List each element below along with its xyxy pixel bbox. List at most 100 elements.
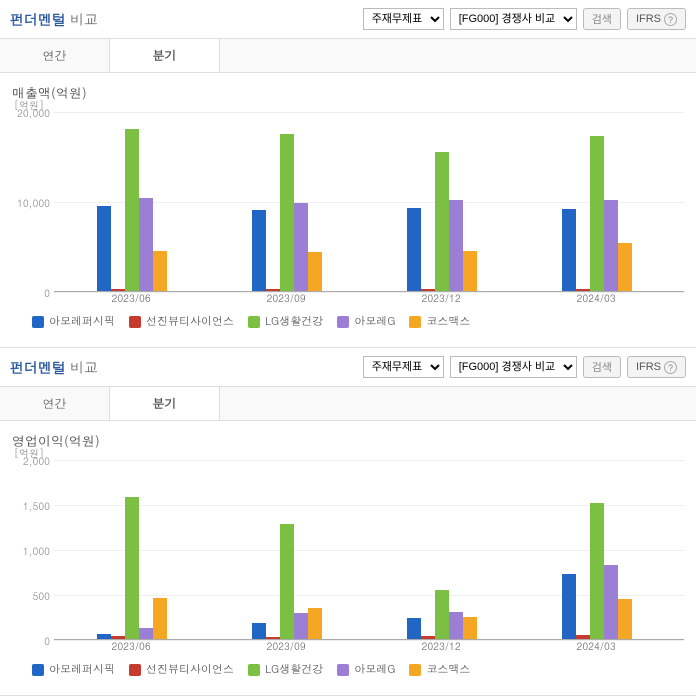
- legend-item: 아모레퍼시픽: [32, 662, 115, 677]
- panel-title: 펀더멘털 비교: [10, 9, 357, 29]
- search-button[interactable]: 검색: [583, 8, 621, 30]
- legend-item: 코스맥스: [409, 314, 470, 329]
- legend-item: 아모레G: [337, 662, 395, 677]
- bar: [618, 243, 632, 291]
- legend-label: 아모레G: [354, 662, 395, 677]
- y-tick-label: 1,000: [12, 544, 50, 558]
- bar-group: [407, 152, 477, 292]
- tab-quarterly[interactable]: 분기: [110, 39, 220, 72]
- title-main: 펀더멘털: [10, 9, 66, 29]
- statement-select[interactable]: 주재무제표: [363, 356, 444, 378]
- bar: [294, 613, 308, 639]
- chart-title: 영업이익(억원): [12, 431, 684, 450]
- bar: [308, 608, 322, 639]
- legend-item: 선진뷰티사이언스: [129, 314, 234, 329]
- bar: [562, 574, 576, 639]
- legend-label: 선진뷰티사이언스: [146, 662, 234, 677]
- bar: [139, 628, 153, 639]
- tab-annual[interactable]: 연간: [0, 39, 110, 72]
- fundamental-panel: 펀더멘털 비교 주재무제표 [FG000] 경쟁사 비교 검색 IFRS? 연간…: [0, 0, 696, 348]
- bar-chart: [억원]05001,0001,5002,0002023/062023/09202…: [54, 460, 684, 640]
- legend: 아모레퍼시픽 선진뷰티사이언스 LG생활건강 아모레G 코스맥스: [32, 314, 684, 329]
- legend-swatch: [409, 316, 421, 328]
- ifrs-button[interactable]: IFRS?: [627, 8, 686, 30]
- legend-label: LG생활건강: [265, 662, 323, 677]
- bar: [435, 152, 449, 292]
- bar: [618, 599, 632, 640]
- legend-item: 선진뷰티사이언스: [129, 662, 234, 677]
- y-tick-label: 20,000: [12, 106, 50, 120]
- chart-title: 매출액(억원): [12, 83, 684, 102]
- legend-item: LG생활건강: [248, 314, 323, 329]
- panel-title: 펀더멘털 비교: [10, 357, 357, 377]
- bar-group: [562, 136, 632, 291]
- x-tick-label: 2024/03: [577, 639, 616, 653]
- bar: [252, 210, 266, 291]
- search-button[interactable]: 검색: [583, 356, 621, 378]
- title-main: 펀더멘털: [10, 357, 66, 377]
- bar: [252, 623, 266, 639]
- bar-chart: [억원]010,00020,0002023/062023/092023/1220…: [54, 112, 684, 292]
- help-icon: ?: [664, 361, 677, 374]
- compare-select[interactable]: [FG000] 경쟁사 비교: [450, 8, 577, 30]
- bar: [463, 251, 477, 292]
- x-tick-label: 2023/06: [112, 291, 151, 305]
- x-tick-label: 2024/03: [577, 291, 616, 305]
- legend-item: 코스맥스: [409, 662, 470, 677]
- bar-group: [252, 134, 322, 292]
- bar: [280, 134, 294, 292]
- bar: [604, 200, 618, 291]
- help-icon: ?: [664, 13, 677, 26]
- legend-swatch: [248, 664, 260, 676]
- legend-swatch: [409, 664, 421, 676]
- bar: [562, 209, 576, 291]
- y-tick-label: 500: [12, 589, 50, 603]
- legend-swatch: [129, 664, 141, 676]
- statement-select[interactable]: 주재무제표: [363, 8, 444, 30]
- bar: [308, 252, 322, 291]
- bar: [153, 251, 167, 291]
- bar: [407, 208, 421, 291]
- x-tick-label: 2023/12: [422, 639, 461, 653]
- tab-quarterly[interactable]: 분기: [110, 387, 220, 420]
- bar: [125, 129, 139, 291]
- bar: [280, 524, 294, 639]
- gridline: [54, 460, 684, 461]
- compare-select[interactable]: [FG000] 경쟁사 비교: [450, 356, 577, 378]
- bar-group: [97, 497, 167, 639]
- ifrs-button[interactable]: IFRS?: [627, 356, 686, 378]
- legend: 아모레퍼시픽 선진뷰티사이언스 LG생활건강 아모레G 코스맥스: [32, 662, 684, 677]
- bar-group: [97, 129, 167, 291]
- x-tick-label: 2023/12: [422, 291, 461, 305]
- x-tick-label: 2023/09: [267, 639, 306, 653]
- bar-group: [562, 503, 632, 639]
- y-tick-label: 1,500: [12, 499, 50, 513]
- bar: [590, 503, 604, 639]
- bar: [294, 203, 308, 291]
- bar: [97, 206, 111, 291]
- legend-label: 아모레퍼시픽: [49, 314, 115, 329]
- legend-label: 코스맥스: [426, 662, 470, 677]
- legend-label: 선진뷰티사이언스: [146, 314, 234, 329]
- tab-annual[interactable]: 연간: [0, 387, 110, 420]
- bar: [97, 634, 111, 639]
- legend-swatch: [337, 316, 349, 328]
- bar-group: [252, 524, 322, 639]
- legend-label: 아모레퍼시픽: [49, 662, 115, 677]
- x-tick-label: 2023/06: [112, 639, 151, 653]
- bar: [604, 565, 618, 639]
- bar: [153, 598, 167, 639]
- y-tick-label: 2,000: [12, 454, 50, 468]
- fundamental-panel: 펀더멘털 비교 주재무제표 [FG000] 경쟁사 비교 검색 IFRS? 연간…: [0, 348, 696, 696]
- bar: [449, 612, 463, 639]
- bar-group: [407, 590, 477, 640]
- legend-item: 아모레G: [337, 314, 395, 329]
- legend-swatch: [337, 664, 349, 676]
- y-tick-label: 0: [12, 634, 50, 648]
- legend-item: LG생활건강: [248, 662, 323, 677]
- legend-item: 아모레퍼시픽: [32, 314, 115, 329]
- legend-label: LG생활건강: [265, 314, 323, 329]
- legend-label: 코스맥스: [426, 314, 470, 329]
- bar: [125, 497, 139, 639]
- title-sub: 비교: [70, 9, 98, 29]
